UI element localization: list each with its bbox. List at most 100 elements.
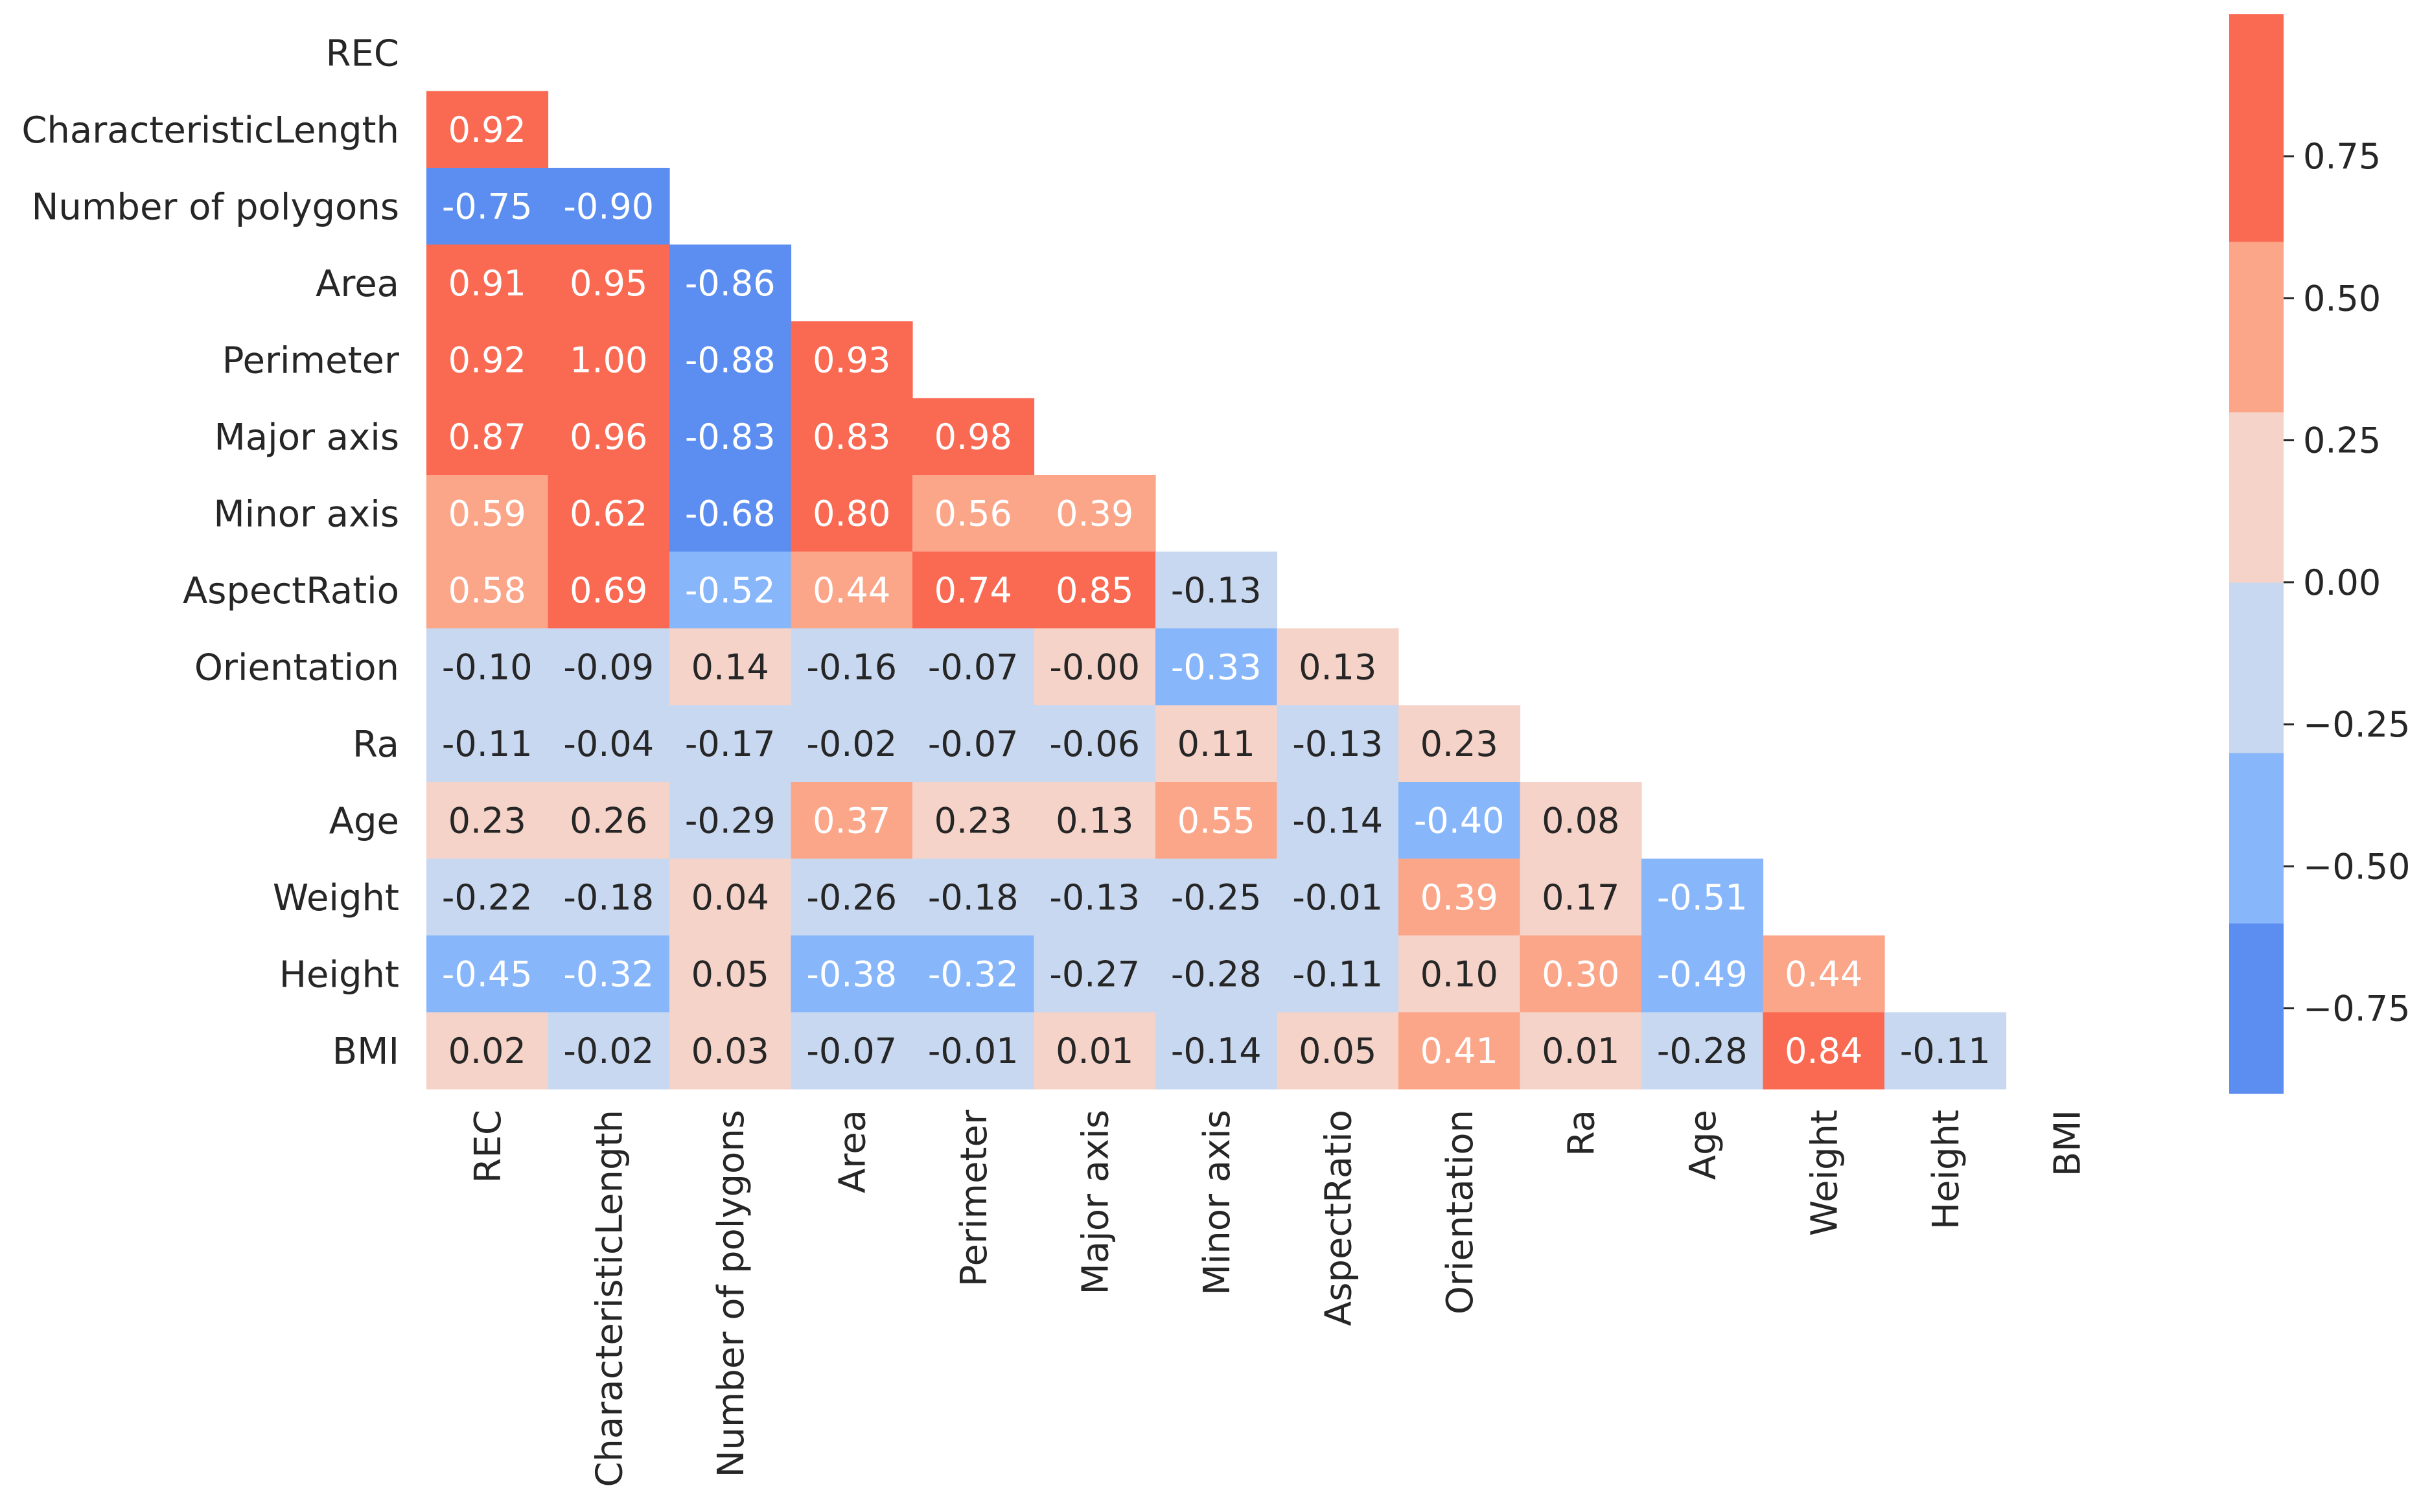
heatmap-cell-area-characteristiclength [548,244,670,322]
heatmap-cell-area-number-of-polygons [669,244,792,322]
row-label-minor-axis: Minor axis [213,493,399,535]
cell-value-label: 0.39 [1056,493,1133,534]
cell-value-label: 0.37 [813,800,890,841]
colorbar-segment [2229,922,2284,1094]
heatmap-cell-bmi-perimeter [912,1012,1035,1090]
row-label-age: Age [329,800,399,842]
colorbar-tick-label: −0.50 [2303,846,2410,887]
column-label-weight: Weight [1803,1110,1846,1236]
heatmap-cell-weight-number-of-polygons [669,858,792,936]
column-label-rec: REC [467,1110,509,1183]
cell-value-label: -0.32 [928,954,1019,994]
heatmap-cell-height-orientation [1398,935,1521,1013]
heatmap-cell-aspectratio-area [791,551,913,629]
row-label-bmi: BMI [332,1031,399,1073]
cell-value-label: 0.55 [1177,800,1255,841]
row-labels: REC CharacteristicLength Number of polygon… [21,32,400,1073]
heatmap-cell-minor-axis-characteristiclength [548,475,670,553]
heatmap-cell-age-minor-axis [1155,782,1278,860]
heatmap-cell-bmi-area [791,1012,913,1090]
cell-value-label: -0.07 [806,1031,897,1071]
column-label-bmi: BMI [2046,1110,2089,1176]
row-label-area: Area [316,263,399,305]
column-label-number-of-polygons: Number of polygons [710,1110,752,1478]
heatmap-cell-weight-ra [1520,858,1642,936]
colorbar-segment [2229,411,2284,583]
heatmap-cell-orientation-rec [426,628,549,706]
cell-value-label: -0.02 [806,724,897,764]
heatmap-cell-major-axis-number-of-polygons [669,398,792,475]
cell-value-label: 0.95 [570,263,647,304]
column-label-ra: Ra [1560,1110,1603,1156]
heatmap-cell-orientation-major-axis [1034,628,1156,706]
heatmap-cell-minor-axis-perimeter [912,475,1035,553]
cell-value-label: 0.84 [1785,1031,1862,1071]
heatmap-cell-bmi-major-axis [1034,1012,1156,1090]
heatmap-cell-minor-axis-number-of-polygons [669,475,792,553]
heatmap-cell-bmi-number-of-polygons [669,1012,792,1090]
heatmap-cell-height-age [1641,935,1764,1013]
cell-value-label: 0.05 [1299,1031,1376,1071]
cell-value-label: 0.96 [570,417,647,457]
heatmap-cell-bmi-age [1641,1012,1764,1090]
cell-value-label: 0.11 [1177,724,1255,764]
heatmap-cell-height-minor-axis [1155,935,1278,1013]
cell-value-label: -0.07 [928,724,1019,764]
cell-value-label: 0.23 [934,800,1012,841]
heatmap-cells: 0.92 -0.75 -0.90 0.91 0.95 -0.86 0.92 1.00 -0.88… [426,91,2007,1090]
column-label-aspectratio: AspectRatio [1317,1110,1360,1326]
heatmap-cell-height-number-of-polygons [669,935,792,1013]
cell-value-label: -0.14 [1292,800,1383,841]
cell-value-label: 0.56 [934,493,1012,534]
cell-value-label: -0.52 [685,570,776,611]
heatmap-cell-orientation-area [791,628,913,706]
column-label-orientation: Orientation [1439,1110,1481,1314]
cell-value-label: -0.75 [442,186,533,227]
cell-value-label: 0.01 [1542,1031,1619,1071]
heatmap-cell-perimeter-characteristiclength [548,321,670,399]
heatmap-cell-age-aspectratio [1277,782,1399,860]
cell-value-label: -0.07 [928,647,1019,687]
row-label-orientation: Orientation [194,647,399,689]
row-label-aspectratio: AspectRatio [183,570,399,612]
cell-value-label: -0.16 [806,647,897,687]
heatmap-cell-age-number-of-polygons [669,782,792,860]
column-label-major-axis: Major axis [1074,1110,1117,1294]
colorbar-segment [2229,241,2284,413]
heatmap-cell-weight-characteristiclength [548,858,670,936]
cell-value-label: -0.04 [563,724,654,764]
heatmap-cell-major-axis-area [791,398,913,475]
cell-value-label: -0.88 [685,339,776,380]
colorbar-segment [2229,14,2284,242]
heatmap-cell-height-perimeter [912,935,1035,1013]
heatmap-cell-perimeter-number-of-polygons [669,321,792,399]
cell-value-label: -0.45 [442,954,533,994]
cell-value-label: -0.40 [1414,800,1505,841]
heatmap-cell-orientation-characteristiclength [548,628,670,706]
row-label-weight: Weight [273,877,399,919]
cell-value-label: -0.13 [1292,724,1383,764]
cell-value-label: 0.69 [570,570,647,611]
heatmap-cell-weight-orientation [1398,858,1521,936]
heatmap-cell-characteristiclength-rec [426,91,549,168]
heatmap-cell-age-perimeter [912,782,1035,860]
cell-value-label: 0.93 [813,339,890,380]
column-label-height: Height [1925,1110,1967,1230]
heatmap-cell-bmi-aspectratio [1277,1012,1399,1090]
column-label-perimeter: Perimeter [953,1109,995,1287]
cell-value-label: -0.51 [1657,877,1748,918]
row-label-ra: Ra [353,724,399,766]
colorbar-tick-label: −0.25 [2303,704,2410,745]
colorbar-segment [2229,582,2284,753]
cell-value-label: 0.92 [448,109,526,150]
row-label-characteristiclength: CharacteristicLength [21,109,399,152]
row-label-perimeter: Perimeter [222,339,400,382]
heatmap-cell-orientation-minor-axis [1155,628,1278,706]
cell-value-label: -0.26 [806,877,897,918]
heatmap-cell-major-axis-rec [426,398,549,475]
cell-value-label: -0.22 [442,877,533,918]
cell-value-label: 0.10 [1420,954,1498,994]
heatmap-cell-weight-aspectratio [1277,858,1399,936]
heatmap-cell-height-rec [426,935,549,1013]
